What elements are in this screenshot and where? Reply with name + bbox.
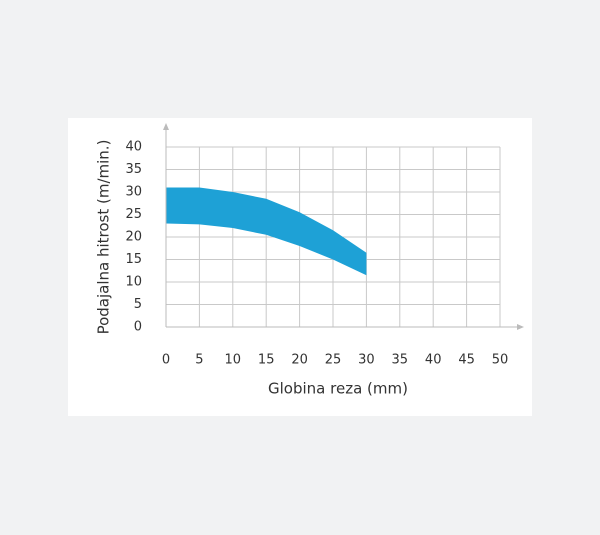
x-tick-label: 20 [291,353,308,368]
y-tick-label: 20 [125,230,142,245]
x-axis-title: Globina reza (mm) [268,380,408,398]
y-axis-title: Podajalna hitrost (m/min.) [95,140,113,335]
y-tick-label: 15 [125,252,142,267]
y-tick-label: 40 [125,140,142,155]
x-tick-label: 45 [458,353,475,368]
x-tick-label: 10 [225,353,242,368]
x-tick-label: 5 [195,353,203,368]
x-tick-label: 35 [392,353,409,368]
x-axis-arrow [517,324,524,330]
x-tick-label: 25 [325,353,342,368]
y-tick-label: 10 [125,275,142,290]
range-band [166,187,367,276]
x-tick-label: 0 [162,353,170,368]
y-tick-label: 35 [125,162,142,177]
y-tick-label: 0 [134,320,142,335]
y-tick-label: 30 [125,185,142,200]
x-tick-label: 40 [425,353,442,368]
y-tick-label: 5 [134,297,142,312]
y-tick-label: 25 [125,207,142,222]
y-axis-arrow [163,123,169,130]
x-tick-label: 15 [258,353,275,368]
x-tick-label: 30 [358,353,375,368]
x-tick-label: 50 [492,353,509,368]
